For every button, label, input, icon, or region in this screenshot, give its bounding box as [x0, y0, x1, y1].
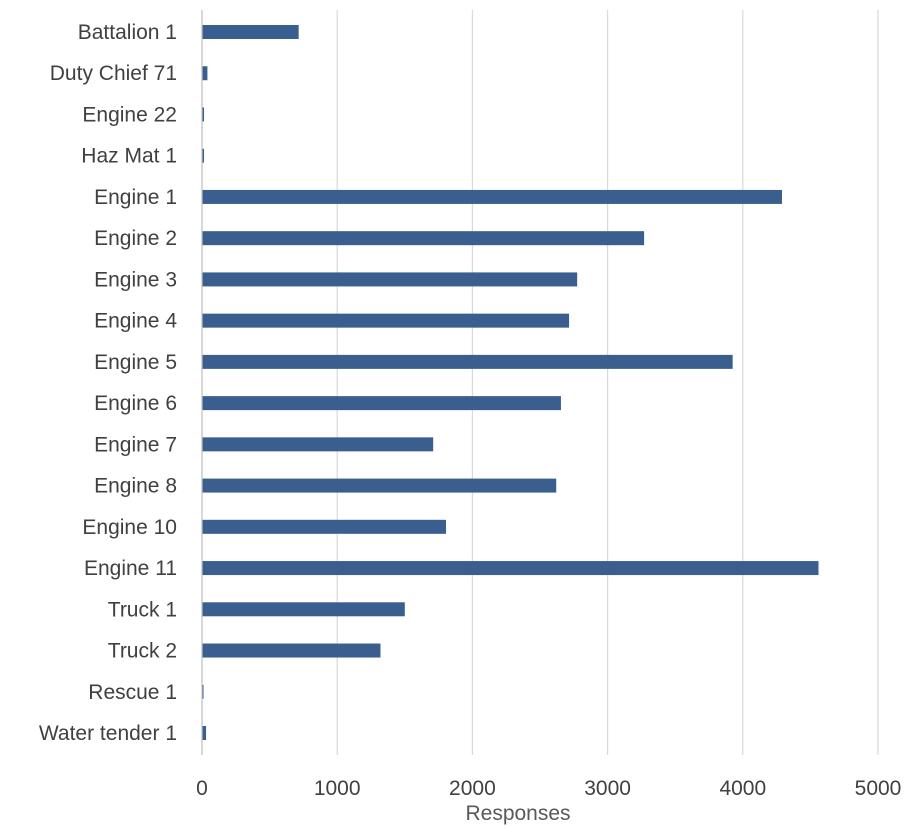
category-label: Engine 6 [94, 392, 177, 415]
bar [202, 272, 578, 287]
category-label: Engine 1 [94, 186, 177, 209]
category-label: Engine 2 [94, 227, 177, 250]
x-tick-labels: 0 1000 2000 3000 4000 5000 [196, 777, 901, 800]
category-label: Engine 11 [84, 557, 177, 580]
category-label: Engine 22 [82, 103, 177, 126]
category-label: Water tender 1 [39, 722, 177, 745]
bar [202, 437, 434, 452]
category-label: Duty Chief 71 [50, 62, 177, 85]
category-label: Engine 3 [94, 268, 177, 291]
category-labels: Battalion 1 Duty Chief 71 Engine 22 Haz Mat… [39, 21, 177, 745]
category-label: Battalion 1 [78, 21, 177, 44]
bar [202, 643, 381, 658]
bar [202, 519, 447, 534]
category-label: Haz Mat 1 [81, 145, 177, 168]
x-tick-label: 5000 [855, 777, 902, 800]
bar [202, 189, 783, 204]
category-label: Engine 4 [94, 310, 177, 333]
bar [202, 107, 205, 122]
category-label: Engine 10 [82, 516, 177, 539]
category-label: Truck 2 [108, 640, 177, 663]
bar [202, 561, 819, 576]
category-label: Engine 5 [94, 351, 177, 374]
bar [202, 478, 557, 493]
x-tick-label: 4000 [719, 777, 766, 800]
bars [202, 25, 819, 740]
bar [202, 684, 204, 699]
bar [202, 602, 405, 617]
bar [202, 313, 570, 328]
bar [202, 66, 208, 81]
bar [202, 25, 299, 39]
x-axis-title: Responses [465, 802, 570, 825]
category-label: Engine 8 [94, 475, 177, 498]
bar [202, 231, 645, 246]
category-label: Engine 7 [94, 433, 177, 456]
bar [202, 396, 561, 411]
x-tick-label: 0 [196, 777, 208, 800]
bar [202, 726, 207, 740]
x-tick-label: 2000 [449, 777, 496, 800]
bar [202, 354, 733, 369]
x-tick-label: 1000 [314, 777, 361, 800]
category-label: Rescue 1 [88, 681, 177, 704]
x-tick-label: 3000 [584, 777, 631, 800]
gridlines [336, 10, 879, 755]
bar [202, 148, 205, 163]
category-label: Truck 1 [108, 598, 177, 621]
